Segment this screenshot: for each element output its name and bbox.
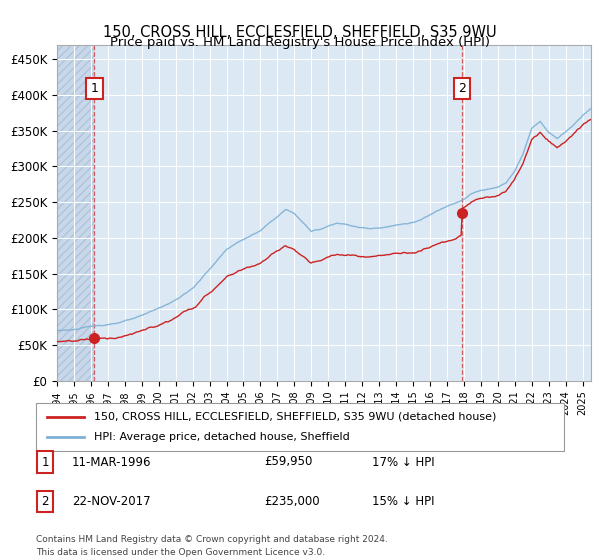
Text: £235,000: £235,000 [264, 494, 320, 508]
Text: £59,950: £59,950 [264, 455, 313, 469]
Text: 150, CROSS HILL, ECCLESFIELD, SHEFFIELD, S35 9WU: 150, CROSS HILL, ECCLESFIELD, SHEFFIELD,… [103, 25, 497, 40]
Text: Price paid vs. HM Land Registry's House Price Index (HPI): Price paid vs. HM Land Registry's House … [110, 36, 490, 49]
Text: 150, CROSS HILL, ECCLESFIELD, SHEFFIELD, S35 9WU (detached house): 150, CROSS HILL, ECCLESFIELD, SHEFFIELD,… [94, 412, 496, 422]
Text: 1: 1 [41, 455, 49, 469]
Text: HPI: Average price, detached house, Sheffield: HPI: Average price, detached house, Shef… [94, 432, 350, 442]
FancyBboxPatch shape [36, 403, 564, 451]
Text: 11-MAR-1996: 11-MAR-1996 [72, 455, 151, 469]
Text: 2: 2 [41, 494, 49, 508]
Text: 22-NOV-2017: 22-NOV-2017 [72, 494, 151, 508]
Text: This data is licensed under the Open Government Licence v3.0.: This data is licensed under the Open Gov… [36, 548, 325, 557]
Text: 15% ↓ HPI: 15% ↓ HPI [372, 494, 434, 508]
Text: 17% ↓ HPI: 17% ↓ HPI [372, 455, 434, 469]
Text: 2: 2 [458, 82, 466, 95]
Text: 1: 1 [91, 82, 98, 95]
Text: Contains HM Land Registry data © Crown copyright and database right 2024.: Contains HM Land Registry data © Crown c… [36, 535, 388, 544]
